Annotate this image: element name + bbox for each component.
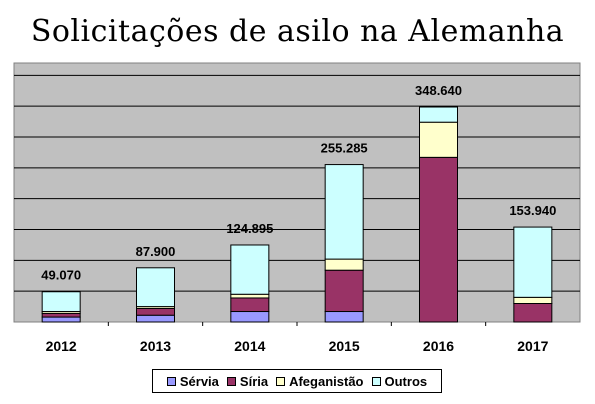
x-tick-label-2014: 2014 [234,338,265,354]
legend-label-serbia: Sérvia [179,373,219,389]
data-label-total-2015: 255.285 [321,141,368,156]
legend-item-others: Outros [371,373,428,389]
bar-segment-afghanistan-2016 [419,121,458,158]
data-label-total-2016: 348.640 [415,83,462,98]
legend-item-serbia: Sérvia [166,373,219,389]
bar-segment-others-2013 [136,267,175,308]
x-tick-label-2015: 2015 [329,338,360,354]
data-label-total-2014: 124.895 [226,221,273,236]
legend-swatch-afghanistan [276,376,286,386]
x-tick-label-2017: 2017 [517,338,548,354]
bar-segment-serbia-2012 [41,316,81,323]
bar-segment-syria-2014 [230,297,270,313]
x-tick-label-2012: 2012 [46,338,77,354]
bar-segment-others-2015 [324,164,364,260]
chart-title: Solicitações de asilo na Alemanha [30,14,565,49]
x-tick-label-2016: 2016 [423,338,454,354]
legend-swatch-serbia [166,376,176,386]
bar-segment-syria-2017 [513,303,553,323]
bar-segment-syria-2016 [419,156,458,323]
bar-segment-serbia-2013 [136,314,175,323]
bar-segment-syria-2013 [136,307,175,316]
bar-segment-syria-2012 [41,312,81,318]
legend-item-afghanistan: Afeganistão [276,373,364,389]
x-tick-label-2013: 2013 [140,338,171,354]
bar-segment-others-2012 [41,291,81,313]
bar-segment-afghanistan-2014 [230,293,270,299]
bar-segment-others-2016 [419,106,458,123]
bar-segment-afghanistan-2015 [324,258,364,271]
bar-segment-others-2017 [513,226,553,298]
legend-label-others: Outros [384,373,428,389]
legend-swatch-others [371,376,381,386]
legend-swatch-syria [226,376,236,386]
bar-segment-serbia-2014 [230,311,270,323]
bar-segment-syria-2015 [324,269,364,313]
plot-area [13,62,581,323]
bar-segment-afghanistan-2017 [513,296,553,305]
legend: Sérvia Síria Afeganistão Outros [152,369,442,393]
legend-item-syria: Síria [226,373,269,389]
data-label-total-2012: 49.070 [41,268,81,283]
data-label-total-2013: 87.900 [136,244,176,259]
bar-segment-serbia-2015 [324,311,364,323]
bar-segment-others-2014 [230,244,270,295]
legend-label-afghanistan: Afeganistão [289,373,364,389]
legend-label-syria: Síria [239,373,269,389]
data-label-total-2017: 153.940 [509,203,556,218]
